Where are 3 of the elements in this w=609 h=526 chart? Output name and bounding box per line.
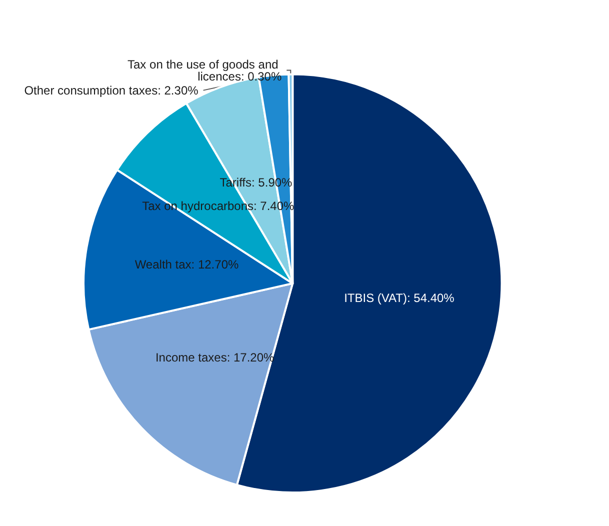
slice-label: Other consumption taxes: 2.30%	[24, 83, 199, 98]
slice-label: ITBIS (VAT): 54.40%	[344, 290, 455, 305]
slice-label: Wealth tax: 12.70%	[134, 258, 239, 272]
